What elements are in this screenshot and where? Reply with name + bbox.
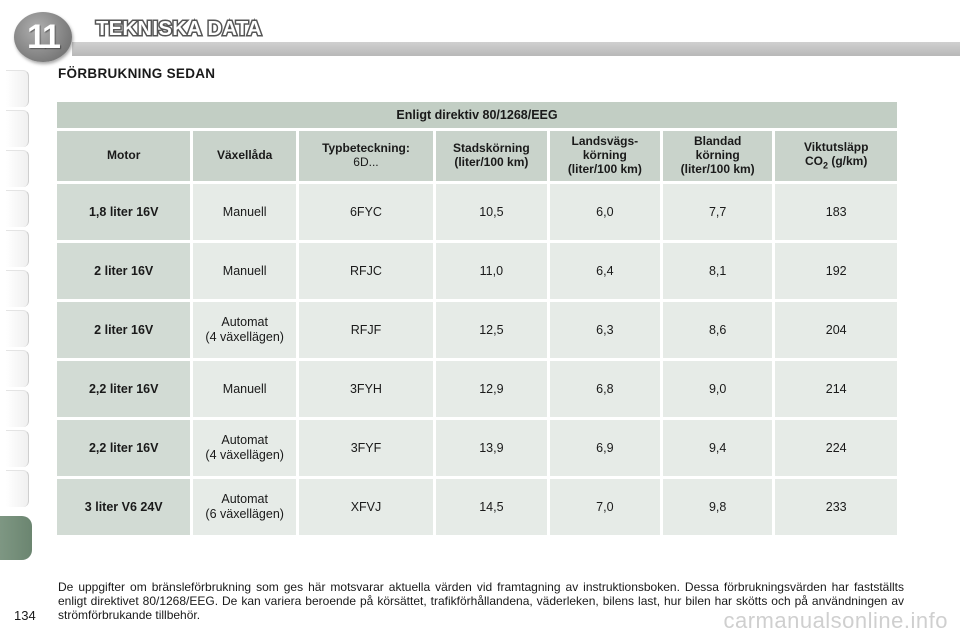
table-row: 2,2 liter 16V Manuell 3FYH 12,9 6,8 9,0 214 <box>57 361 897 417</box>
cell-co2: 233 <box>775 479 897 535</box>
col-type: Typbeteckning: 6D... <box>298 131 434 181</box>
cell-motor: 2,2 liter 16V <box>57 361 191 417</box>
directive-row: Enligt direktiv 80/1268/EEG <box>57 102 897 128</box>
section-title: FÖRBRUKNING SEDAN <box>58 66 216 81</box>
col-co2: Viktutsläpp CO2 (g/km) <box>775 131 897 181</box>
page-header: 11 TEKNISKA DATA <box>0 0 960 62</box>
chapter-tab-active[interactable] <box>0 516 32 560</box>
chapter-badge: 11 <box>14 12 72 62</box>
col-mixed: Blandad körning (liter/100 km) <box>662 131 773 181</box>
cell-city: 11,0 <box>436 243 547 299</box>
cell-type: 3FYF <box>298 420 434 476</box>
cell-co2: 183 <box>775 184 897 240</box>
chapter-tab[interactable] <box>6 350 29 387</box>
chapter-tab[interactable] <box>6 150 29 187</box>
cell-highway: 6,8 <box>549 361 660 417</box>
cell-motor: 2 liter 16V <box>57 302 191 358</box>
table-row: 2 liter 16V Automat (4 växellägen) RFJF 12,5… <box>57 302 897 358</box>
cell-city: 13,9 <box>436 420 547 476</box>
cell-motor: 2 liter 16V <box>57 243 191 299</box>
directive-header: Enligt direktiv 80/1268/EEG <box>57 102 897 128</box>
cell-type: RFJF <box>298 302 434 358</box>
consumption-table: Enligt direktiv 80/1268/EEG Motor Växell… <box>54 99 900 538</box>
cell-co2: 192 <box>775 243 897 299</box>
chapter-tab[interactable] <box>6 390 29 427</box>
footnote: De uppgifter om bränsleförbrukning som g… <box>58 580 904 622</box>
cell-mixed: 9,8 <box>662 479 773 535</box>
cell-gearbox: Manuell <box>193 361 296 417</box>
cell-gearbox: Automat (4 växellägen) <box>193 302 296 358</box>
cell-city: 12,9 <box>436 361 547 417</box>
cell-city: 10,5 <box>436 184 547 240</box>
watermark: carmanualsonline.info <box>723 608 948 633</box>
chapter-tabs <box>0 70 32 580</box>
cell-co2: 204 <box>775 302 897 358</box>
chapter-tab[interactable] <box>6 230 29 267</box>
cell-motor: 1,8 liter 16V <box>57 184 191 240</box>
cell-highway: 6,0 <box>549 184 660 240</box>
col-city: Stadskörning (liter/100 km) <box>436 131 547 181</box>
cell-mixed: 9,4 <box>662 420 773 476</box>
cell-co2: 214 <box>775 361 897 417</box>
cell-type: XFVJ <box>298 479 434 535</box>
chapter-tab[interactable] <box>6 430 29 467</box>
cell-mixed: 9,0 <box>662 361 773 417</box>
chapter-tab[interactable] <box>6 310 29 347</box>
chapter-tab[interactable] <box>6 470 29 507</box>
page-number: 134 <box>14 608 36 623</box>
cell-highway: 6,9 <box>549 420 660 476</box>
chapter-title: TEKNISKA DATA <box>94 17 263 42</box>
table-row: 2 liter 16V Manuell RFJC 11,0 6,4 8,1 192 <box>57 243 897 299</box>
table-row: 3 liter V6 24V Automat (6 växellägen) XFVJ 1… <box>57 479 897 535</box>
chapter-tab[interactable] <box>6 70 29 107</box>
cell-gearbox: Automat (6 växellägen) <box>193 479 296 535</box>
cell-type: 3FYH <box>298 361 434 417</box>
table-row: 2,2 liter 16V Automat (4 växellägen) 3FYF 13… <box>57 420 897 476</box>
cell-type: 6FYC <box>298 184 434 240</box>
cell-motor: 2,2 liter 16V <box>57 420 191 476</box>
cell-highway: 7,0 <box>549 479 660 535</box>
col-highway: Landsvägs- körning (liter/100 km) <box>549 131 660 181</box>
cell-city: 14,5 <box>436 479 547 535</box>
cell-gearbox: Manuell <box>193 243 296 299</box>
cell-highway: 6,4 <box>549 243 660 299</box>
table-row: 1,8 liter 16V Manuell 6FYC 10,5 6,0 7,7 183 <box>57 184 897 240</box>
cell-mixed: 8,1 <box>662 243 773 299</box>
cell-highway: 6,3 <box>549 302 660 358</box>
cell-mixed: 7,7 <box>662 184 773 240</box>
cell-city: 12,5 <box>436 302 547 358</box>
cell-motor: 3 liter V6 24V <box>57 479 191 535</box>
chapter-tab[interactable] <box>6 270 29 307</box>
cell-co2: 224 <box>775 420 897 476</box>
chapter-tab[interactable] <box>6 110 29 147</box>
chapter-tab[interactable] <box>6 190 29 227</box>
cell-type: RFJC <box>298 243 434 299</box>
cell-gearbox: Manuell <box>193 184 296 240</box>
col-gearbox: Växellåda <box>193 131 296 181</box>
chapter-number: 11 <box>27 17 61 56</box>
header-rule <box>72 42 960 56</box>
cell-gearbox: Automat (4 växellägen) <box>193 420 296 476</box>
column-header-row: Motor Växellåda Typbeteckning: 6D... Sta… <box>57 131 897 181</box>
cell-mixed: 8,6 <box>662 302 773 358</box>
col-motor: Motor <box>57 131 191 181</box>
